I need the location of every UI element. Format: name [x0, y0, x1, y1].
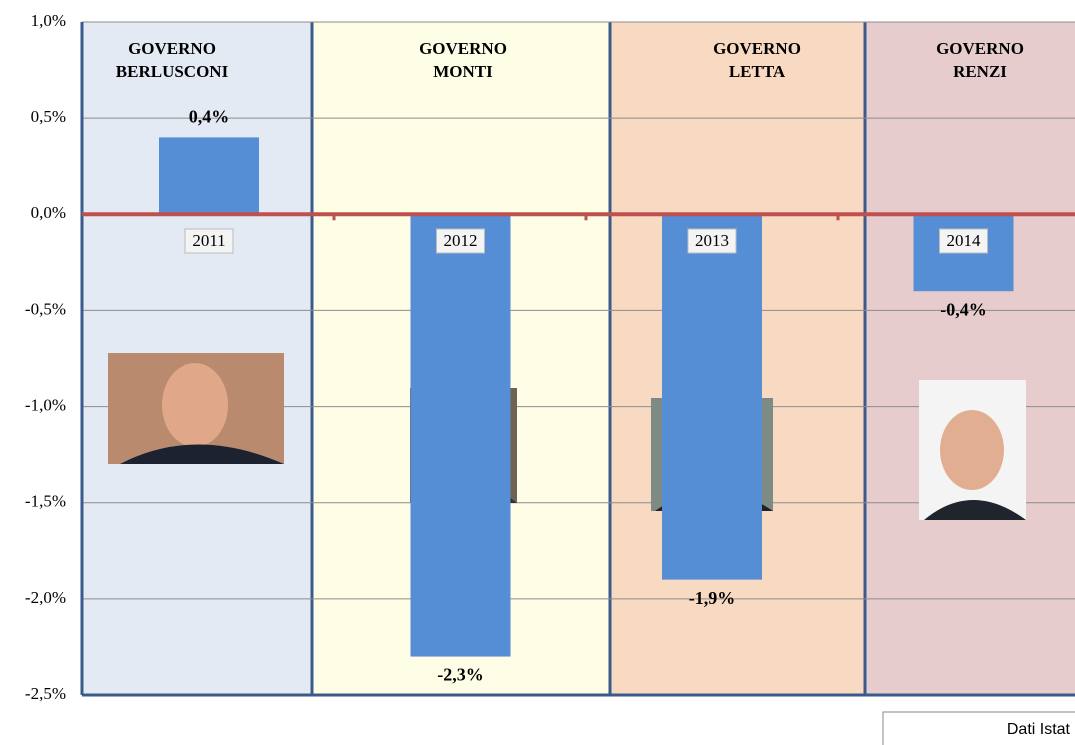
government-name: LETTA — [729, 62, 786, 81]
category-box — [687, 228, 737, 254]
source: Dati Istat — [1007, 721, 1071, 738]
government-name: GOVERNO — [713, 39, 801, 58]
value-label: -2,3% — [437, 665, 484, 685]
value-label: -1,9% — [689, 588, 736, 608]
government-name: MONTI — [433, 62, 493, 81]
y-tick-label: -2,0% — [25, 588, 66, 607]
x-tick-label: 2014 — [947, 231, 982, 250]
y-tick-label: -1,5% — [25, 492, 66, 511]
category-box — [939, 228, 988, 254]
bar — [662, 214, 762, 580]
government-name: GOVERNO — [419, 39, 507, 58]
x-tick-label: 2013 — [695, 231, 729, 250]
y-tick-label: -1,0% — [25, 395, 66, 414]
value-label: -0,4% — [940, 299, 987, 319]
y-tick-label: -0,5% — [25, 299, 66, 318]
category-box — [184, 228, 234, 254]
x-tick-label: 2012 — [444, 231, 478, 250]
category-box — [436, 228, 485, 254]
government-band — [865, 22, 1075, 695]
government-name: GOVERNO — [128, 39, 216, 58]
value-label: 0,4% — [189, 106, 230, 126]
photo-berlusconi — [108, 353, 284, 464]
x-tick-label: 2011 — [192, 231, 225, 250]
source-box — [882, 711, 1075, 745]
y-tick-label: -2,5% — [25, 684, 66, 703]
y-tick-label: 0,5% — [31, 107, 66, 126]
government-name: BERLUSCONI — [116, 62, 229, 81]
bar — [159, 137, 259, 215]
government-name: GOVERNO — [936, 39, 1024, 58]
photo-renzi — [919, 380, 1026, 520]
y-tick-label: 1,0% — [31, 11, 66, 30]
y-tick-label: 0,0% — [31, 203, 66, 222]
government-name: RENZI — [953, 62, 1007, 81]
bar — [410, 214, 511, 657]
